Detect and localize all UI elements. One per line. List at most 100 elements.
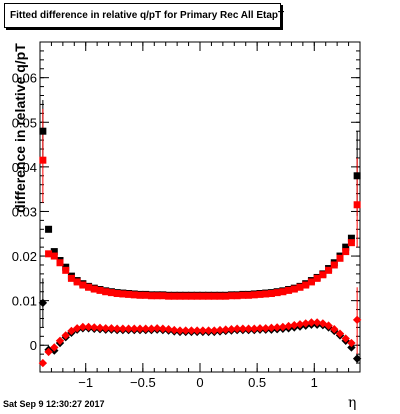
data-point-square xyxy=(319,271,327,279)
data-point-diamond xyxy=(198,326,208,335)
data-point-square xyxy=(79,281,87,289)
data-point-square xyxy=(176,292,184,300)
data-point-square xyxy=(336,254,344,262)
data-point-diamond xyxy=(141,324,150,333)
data-point-square xyxy=(290,285,298,293)
data-point-square xyxy=(130,291,138,299)
data-point-diamond xyxy=(181,326,190,335)
data-point-square xyxy=(50,252,58,260)
data-point-diamond xyxy=(347,338,356,348)
data-point-diamond xyxy=(135,324,145,333)
data-point-square xyxy=(113,290,121,298)
data-point-diamond xyxy=(335,329,345,338)
data-point-square xyxy=(239,291,247,299)
y-tick-label: 0 xyxy=(30,338,37,353)
data-point-diamond xyxy=(61,331,70,340)
x-tick-label: 0 xyxy=(196,375,203,390)
data-point-diamond xyxy=(215,325,225,335)
data-point-diamond xyxy=(295,320,305,329)
data-point-square xyxy=(325,266,333,274)
data-point-square xyxy=(187,292,195,300)
data-point-square xyxy=(182,292,190,300)
data-point-square xyxy=(50,248,58,256)
data-point-square xyxy=(313,274,321,282)
data-point-square xyxy=(136,291,144,299)
data-point-diamond xyxy=(352,354,362,363)
data-point-diamond xyxy=(192,326,202,335)
data-point-square xyxy=(227,292,235,300)
data-point-diamond xyxy=(124,324,133,333)
data-point-diamond xyxy=(284,321,293,331)
data-point-diamond xyxy=(50,343,59,352)
data-point-diamond xyxy=(352,315,362,325)
data-point-diamond xyxy=(341,334,350,343)
data-point-square xyxy=(73,278,81,286)
data-point-square xyxy=(199,292,207,300)
data-point-diamond xyxy=(330,324,339,334)
data-point-diamond xyxy=(118,324,128,333)
y-axis-label: difference in relative q/pT xyxy=(12,43,28,213)
y-tick-label: 0.05 xyxy=(12,115,37,130)
data-point-square xyxy=(353,201,361,209)
data-point-diamond xyxy=(267,323,276,333)
data-point-diamond xyxy=(312,318,322,327)
x-tick-label: 1 xyxy=(311,375,318,390)
y-tick-label: 0.01 xyxy=(12,294,37,309)
x-tick-label: 0.5 xyxy=(248,375,266,390)
timestamp: Sat Sep 9 12:30:27 2017 xyxy=(3,399,105,409)
data-point-diamond xyxy=(101,324,110,333)
data-point-square xyxy=(285,286,293,294)
data-point-square xyxy=(159,292,167,300)
data-point-square xyxy=(39,127,47,135)
data-point-diamond xyxy=(238,324,248,333)
data-point-square xyxy=(307,278,315,286)
data-point-square xyxy=(210,292,218,300)
data-point-square xyxy=(153,292,161,300)
data-point-diamond xyxy=(187,326,196,335)
data-point-square xyxy=(302,281,310,289)
data-point-square xyxy=(90,285,98,293)
data-point-square xyxy=(273,289,281,297)
y-tick-label: 0.04 xyxy=(12,160,37,175)
data-point-diamond xyxy=(130,324,139,333)
data-point-square xyxy=(119,290,127,298)
data-points xyxy=(38,127,362,368)
data-point-square xyxy=(353,172,361,180)
data-point-diamond xyxy=(112,324,122,333)
data-point-diamond xyxy=(95,323,105,333)
data-point-diamond xyxy=(307,318,316,327)
data-point-square xyxy=(193,292,201,300)
data-point-square xyxy=(96,286,104,294)
data-point-square xyxy=(296,283,304,291)
data-point-diamond xyxy=(38,298,48,308)
data-point-square xyxy=(142,291,150,299)
data-point-diamond xyxy=(290,320,299,330)
x-tick-label: −0.5 xyxy=(130,375,156,390)
data-point-diamond xyxy=(78,322,88,332)
data-point-square xyxy=(45,250,53,258)
data-point-diamond xyxy=(90,323,99,332)
chart-title: Fitted difference in relative q/pT for P… xyxy=(4,3,284,28)
data-point-square xyxy=(342,248,350,256)
data-point-square xyxy=(56,259,64,267)
data-point-diamond xyxy=(38,358,48,368)
data-point-square xyxy=(165,292,173,300)
data-point-square xyxy=(250,291,258,299)
data-point-diamond xyxy=(204,326,213,335)
data-point-square xyxy=(256,290,264,298)
data-point-diamond xyxy=(175,326,185,335)
data-point-square xyxy=(102,288,110,296)
data-point-square xyxy=(267,290,275,298)
data-point-diamond xyxy=(261,324,270,333)
data-point-square xyxy=(62,266,70,274)
data-point-diamond xyxy=(347,343,356,352)
data-point-diamond xyxy=(324,321,333,330)
data-point-square xyxy=(170,292,178,300)
data-point-diamond xyxy=(227,324,236,334)
data-point-diamond xyxy=(221,325,230,334)
data-point-diamond xyxy=(244,324,253,333)
data-point-square xyxy=(107,289,115,297)
data-point-diamond xyxy=(44,347,53,357)
data-point-diamond xyxy=(255,324,265,333)
x-axis-label: η xyxy=(348,395,357,411)
